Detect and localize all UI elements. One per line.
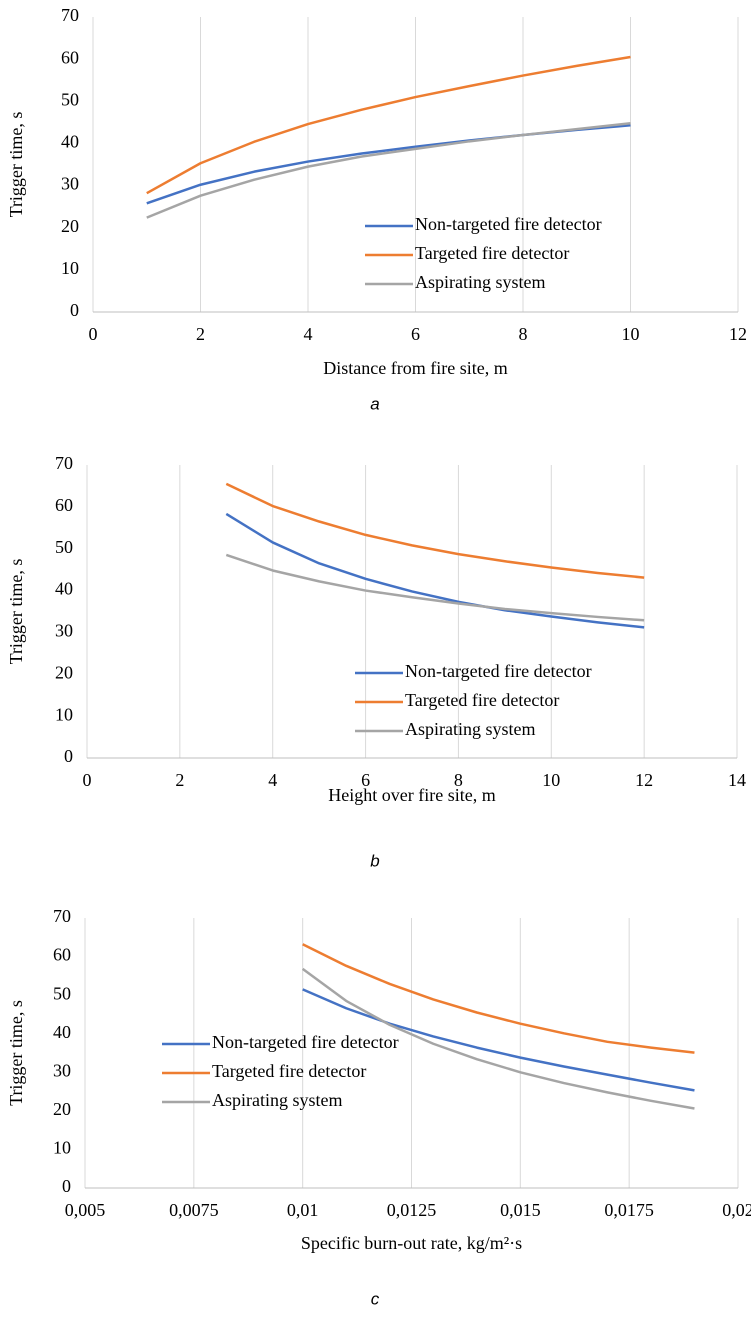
series-line	[302, 988, 695, 1092]
legend-label: Aspirating system	[405, 719, 536, 739]
y-tick-label: 0	[64, 746, 73, 766]
y-tick-label: 10	[53, 1138, 71, 1158]
y-tick-label: 10	[55, 704, 73, 724]
y-tick-label: 30	[53, 1060, 71, 1080]
y-tick-label: 0	[70, 300, 79, 320]
y-axis-title: Trigger time, s	[6, 112, 26, 218]
y-tick-label: 0	[62, 1176, 71, 1196]
legend-label: Targeted fire detector	[415, 243, 569, 263]
x-tick-label: 8	[519, 324, 528, 344]
legend-label: Targeted fire detector	[212, 1061, 366, 1081]
caption: b	[370, 851, 379, 870]
x-tick-label: 0,0175	[604, 1200, 654, 1220]
y-tick-label: 50	[55, 537, 73, 557]
legend-label: Non-targeted fire detector	[415, 214, 602, 234]
y-tick-label: 10	[61, 258, 79, 278]
x-tick-label: 0,0075	[169, 1200, 219, 1220]
x-tick-label: 12	[729, 324, 747, 344]
x-tick-label: 0,015	[500, 1200, 541, 1220]
x-tick-label: 2	[175, 770, 184, 790]
caption: c	[371, 1289, 380, 1308]
series-line	[146, 124, 631, 205]
y-tick-label: 40	[55, 579, 73, 599]
x-tick-label: 6	[361, 770, 370, 790]
x-tick-label: 0,02	[722, 1200, 751, 1220]
y-tick-label: 50	[61, 89, 79, 109]
y-tick-label: 30	[61, 174, 79, 194]
series-line	[225, 553, 645, 622]
x-tick-label: 14	[728, 770, 746, 790]
series-line	[301, 967, 695, 1110]
y-tick-label: 60	[53, 945, 71, 965]
y-tick-label: 20	[55, 662, 73, 682]
y-tick-label: 70	[61, 5, 79, 25]
x-axis-title: Specific burn-out rate, kg/m²·s	[301, 1233, 522, 1253]
y-tick-label: 50	[53, 983, 71, 1003]
y-tick-label: 30	[55, 621, 73, 641]
caption: a	[370, 394, 379, 413]
x-tick-label: 8	[454, 770, 463, 790]
legend-label: Non-targeted fire detector	[405, 661, 592, 681]
legend-label: Non-targeted fire detector	[212, 1032, 399, 1052]
x-tick-label: 4	[304, 324, 313, 344]
y-tick-label: 20	[61, 216, 79, 236]
series-line	[146, 55, 631, 195]
legend-label: Aspirating system	[212, 1090, 343, 1110]
series-line	[302, 943, 695, 1054]
y-tick-label: 40	[61, 132, 79, 152]
x-tick-label: 12	[635, 770, 653, 790]
x-axis-title: Distance from fire site, m	[323, 358, 507, 378]
series-line	[225, 512, 645, 629]
x-tick-label: 0,01	[287, 1200, 319, 1220]
y-tick-label: 60	[61, 47, 79, 67]
y-tick-label: 70	[55, 453, 73, 473]
y-tick-label: 60	[55, 495, 73, 515]
x-tick-label: 2	[196, 324, 205, 344]
y-axis-title: Trigger time, s	[6, 559, 26, 665]
y-tick-label: 20	[53, 1099, 71, 1119]
y-tick-label: 70	[53, 906, 71, 926]
series-line	[225, 482, 645, 579]
x-tick-label: 10	[542, 770, 560, 790]
legend-label: Targeted fire detector	[405, 690, 559, 710]
x-axis-title: Height over fire site, m	[328, 785, 495, 805]
x-tick-label: 0	[89, 324, 98, 344]
y-tick-label: 40	[53, 1022, 71, 1042]
x-tick-label: 0	[83, 770, 92, 790]
x-tick-label: 6	[411, 324, 420, 344]
x-tick-label: 0,0125	[387, 1200, 437, 1220]
series-line	[146, 121, 631, 219]
y-axis-title: Trigger time, s	[6, 1000, 26, 1106]
legend-label: Aspirating system	[415, 272, 546, 292]
x-tick-label: 4	[268, 770, 277, 790]
x-tick-label: 10	[622, 324, 640, 344]
x-tick-label: 0,005	[65, 1200, 106, 1220]
